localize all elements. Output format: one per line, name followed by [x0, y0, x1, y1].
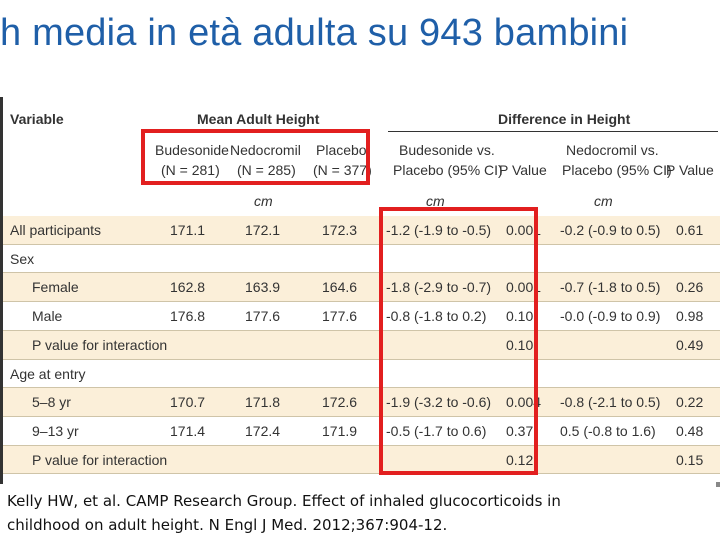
row-divider	[3, 444, 720, 446]
cell-p-value-2: 0.26	[676, 279, 704, 296]
row-divider	[3, 329, 720, 331]
row-band	[3, 216, 720, 244]
cell-nedocromil: 177.6	[245, 308, 281, 325]
cell-p-value-1: 0.10	[506, 308, 534, 325]
cell-ned-vs-placebo: -0.7 (-1.8 to 0.5)	[560, 279, 661, 296]
cell-p-value-2: 0.48	[676, 422, 704, 439]
cell-placebo: 172.3	[322, 222, 358, 238]
header-nedocromil: Nedocromil	[230, 142, 301, 158]
cell-placebo: 164.6	[322, 279, 358, 296]
cell-p-value-1: 0.001	[506, 222, 542, 238]
cell-bud-vs-placebo: -1.9 (-3.2 to -0.6)	[386, 394, 492, 411]
header-p-value-2: P Value	[666, 162, 714, 178]
row-divider	[3, 243, 720, 245]
cell-nedocromil: 172.4	[245, 422, 281, 439]
cell-p-value-1: 0.004	[506, 394, 542, 411]
cell-nedocromil: 172.1	[245, 222, 281, 238]
header-variable: Variable	[10, 111, 64, 127]
cell-p-value-2: 0.61	[676, 222, 704, 238]
row-divider	[3, 415, 720, 417]
header-underline-diff	[388, 131, 718, 132]
row-band	[3, 330, 720, 359]
header-nedocromil-n: (N = 285)	[237, 162, 296, 178]
header-mean-adult-height: Mean Adult Height	[197, 111, 320, 127]
header-ned-vs-placebo: Nedocromil vs.	[566, 142, 659, 158]
unit-cm-diff-2: cm	[594, 193, 613, 209]
header-bud-vs-placebo: Budesonide vs.	[399, 142, 495, 158]
row-label: 9–13 yr	[32, 422, 79, 439]
row-divider	[3, 272, 720, 274]
cell-bud-vs-placebo: -1.8 (-2.9 to -0.7)	[386, 279, 492, 296]
cell-budesonide: 176.8	[170, 308, 206, 325]
cell-bud-vs-placebo: -0.8 (-1.8 to 0.2)	[386, 308, 487, 325]
row-divider	[3, 358, 720, 360]
header-placebo-n: (N = 377)	[313, 162, 372, 178]
cell-p-value-2: 0.15	[676, 451, 704, 468]
row-label: Age at entry	[10, 365, 86, 382]
cell-p-value-1: 0.37	[506, 422, 534, 439]
slide-title: h media in età adulta su 943 bambini	[0, 12, 629, 54]
cell-placebo: 172.6	[322, 394, 358, 411]
row-divider	[3, 473, 720, 475]
results-table: Variable Mean Adult Height Difference in…	[0, 97, 720, 484]
row-band	[3, 273, 720, 302]
row-label: Female	[32, 279, 79, 296]
cell-p-value-2: 0.98	[676, 308, 704, 325]
cell-nedocromil: 171.8	[245, 394, 281, 411]
header-budesonide: Budesonide	[155, 142, 229, 158]
cell-p-value-1: 0.001	[506, 279, 542, 296]
unit-cm-mean: cm	[254, 193, 273, 209]
table-left-border	[0, 97, 3, 484]
cell-budesonide: 171.4	[170, 422, 206, 439]
cell-p-value-1: 0.12	[506, 451, 534, 468]
cell-ned-vs-placebo: -0.2 (-0.9 to 0.5)	[560, 222, 661, 238]
header-difference-in-height: Difference in Height	[498, 111, 631, 127]
row-label: P value for interaction	[32, 336, 168, 353]
unit-cm-diff-1: cm	[426, 193, 445, 209]
row-band	[3, 388, 720, 417]
row-divider	[3, 387, 720, 389]
highlight-box-group-n	[141, 129, 370, 185]
cell-budesonide: 170.7	[170, 394, 206, 411]
cell-budesonide: 171.1	[170, 222, 206, 238]
cell-bud-vs-placebo: -0.5 (-1.7 to 0.6)	[386, 422, 487, 439]
header-p-value-1: P Value	[499, 162, 547, 178]
cell-placebo: 171.9	[322, 422, 358, 439]
cell-ned-vs-placebo: 0.5 (-0.8 to 1.6)	[560, 422, 656, 439]
row-label: 5–8 yr	[32, 394, 71, 411]
citation-line-2: childhood on adult height. N Engl J Med.…	[7, 516, 448, 534]
highlight-box-budesonide-difference	[379, 207, 538, 475]
header-bud-vs-placebo-ci: Placebo (95% CI)	[393, 162, 503, 178]
header-placebo: Placebo	[316, 142, 367, 158]
header-ned-vs-placebo-ci: Placebo (95% CI)	[562, 162, 672, 178]
cell-budesonide: 162.8	[170, 279, 206, 296]
cell-ned-vs-placebo: -0.8 (-2.1 to 0.5)	[560, 394, 661, 411]
citation-line-1: Kelly HW, et al. CAMP Research Group. Ef…	[7, 492, 561, 510]
row-label: All participants	[10, 222, 102, 238]
cell-ned-vs-placebo: -0.0 (-0.9 to 0.9)	[560, 308, 661, 325]
row-divider	[3, 301, 720, 303]
citation: Kelly HW, et al. CAMP Research Group. Ef…	[0, 487, 720, 540]
cell-p-value-1: 0.10	[506, 336, 534, 353]
cell-p-value-2: 0.49	[676, 336, 704, 353]
cell-nedocromil: 163.9	[245, 279, 281, 296]
cell-placebo: 177.6	[322, 308, 358, 325]
row-label: Male	[32, 308, 63, 325]
row-band	[3, 445, 720, 474]
header-budesonide-n: (N = 281)	[161, 162, 220, 178]
row-label: P value for interaction	[32, 451, 168, 468]
cell-bud-vs-placebo: -1.2 (-1.9 to -0.5)	[386, 222, 492, 238]
cell-p-value-2: 0.22	[676, 394, 704, 411]
row-label: Sex	[10, 250, 35, 267]
